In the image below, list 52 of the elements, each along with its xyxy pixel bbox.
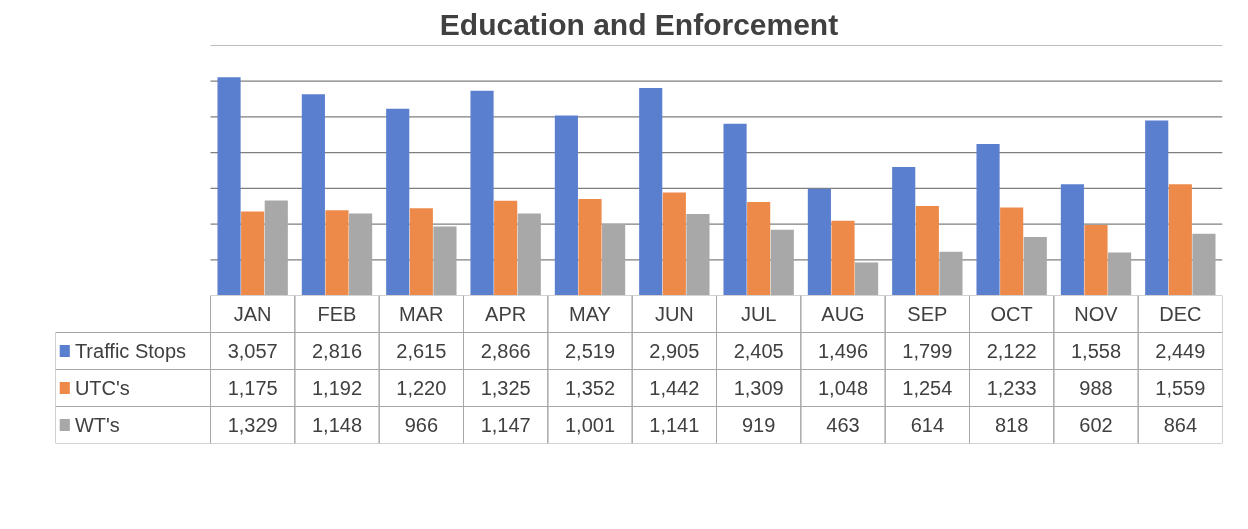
data-label: 1,559 [1155,377,1206,399]
data-label: 602 [1079,414,1113,436]
data-label: 2,816 [311,340,363,362]
data-label: 1,254 [902,377,953,399]
data-label: 919 [741,414,776,436]
data-label: 614 [910,414,945,436]
data-label: 966 [404,414,439,436]
data-label: 2,122 [986,340,1037,362]
data-label: 2,905 [649,340,700,362]
data-label: 1,352 [564,377,616,399]
data-label: 864 [1163,414,1198,436]
x-tick-label: JUL [740,303,777,325]
chart-title: Education and Enforcement [439,7,839,41]
data-label: 2,405 [733,340,784,362]
x-tick-label: MAR [399,303,444,325]
x-tick-label: JAN [233,303,272,325]
x-tick-label: JUN [654,303,694,325]
data-label: 2,519 [564,340,616,362]
data-label: 1,309 [733,377,784,399]
data-label: 1,799 [902,340,953,362]
x-tick-label: SEP [907,303,948,325]
data-label: 1,192 [311,377,363,399]
data-label: 1,141 [649,414,700,436]
data-label: 1,148 [311,414,363,436]
data-label: 1,001 [564,414,616,436]
data-label: 1,329 [227,414,278,436]
x-tick-label: FEB [317,303,357,325]
data-label: 1,175 [227,377,278,399]
data-label: 1,048 [817,377,869,399]
legend-label: WT's [74,414,120,436]
x-tick-label: AUG [821,303,865,325]
data-label: 1,496 [817,340,869,362]
x-tick-label: MAY [569,303,611,325]
data-label: 1,220 [396,377,447,399]
data-label: 2,866 [480,340,531,362]
x-tick-label: OCT [990,303,1033,325]
data-label: 1,442 [649,377,700,399]
x-tick-label: DEC [1159,303,1202,325]
data-label: 1,325 [480,377,531,399]
data-label: 2,615 [396,340,447,362]
legend-label: Traffic Stops [74,340,187,362]
data-label: 1,558 [1070,340,1122,362]
data-label: 1,147 [480,414,531,436]
data-label: 463 [826,414,860,436]
x-tick-label: APR [485,303,527,325]
data-label: 3,057 [227,340,278,362]
data-label: 2,449 [1155,340,1206,362]
data-label: 1,233 [986,377,1037,399]
data-label: 988 [1079,377,1113,399]
x-tick-label: NOV [1074,303,1119,325]
legend-label: UTC's [74,377,130,399]
data-label: 818 [994,414,1029,436]
